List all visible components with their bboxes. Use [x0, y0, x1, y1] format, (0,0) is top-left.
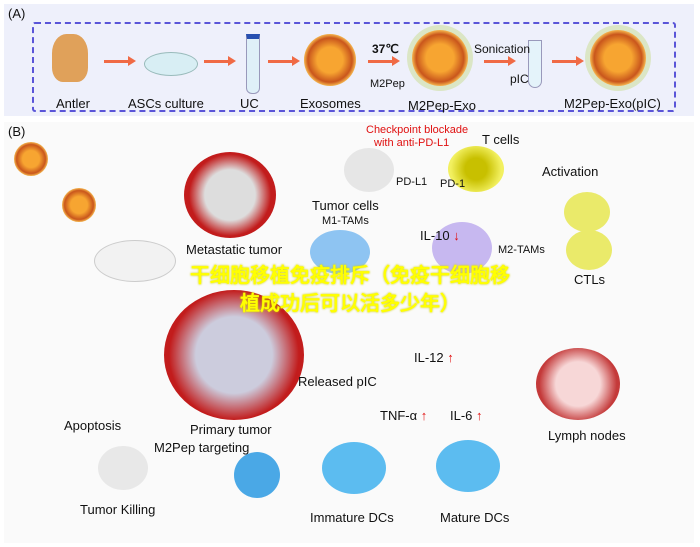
m2pep-exo-pic-icon	[590, 30, 646, 86]
m1-tam-icon	[310, 230, 370, 274]
arrow	[368, 56, 400, 66]
arrow	[268, 56, 300, 66]
temperature-label: 37℃	[372, 42, 399, 56]
step-label: UC	[240, 96, 259, 111]
m2pep-label: M2Pep	[370, 78, 405, 90]
deer-icon	[52, 34, 88, 82]
il10-label: IL-10 ↓	[420, 228, 460, 243]
mature-dc-icon	[436, 440, 500, 492]
step-label: Antler	[56, 96, 90, 111]
petri-dish-icon	[144, 52, 198, 76]
panel-b: (B) Checkpoint blockade with anti-PD-L1 …	[4, 122, 694, 543]
panel-a: (A) Antler ASCs culture UC Exosomes M2Pe…	[4, 4, 694, 116]
step-label: M2Pep-Exo	[408, 98, 476, 113]
t-cell-icon	[448, 146, 504, 192]
arrow	[104, 56, 136, 66]
step-label: M2Pep-Exo(pIC)	[564, 96, 661, 111]
mature-dcs-label: Mature DCs	[440, 510, 510, 525]
tumor-cell-icon	[344, 148, 394, 192]
arrow	[552, 56, 584, 66]
activation-label: Activation	[542, 164, 599, 179]
ctl-icon	[564, 192, 610, 232]
panel-b-label: (B)	[8, 124, 26, 139]
pic-label: pIC	[510, 72, 529, 86]
exosome-icon	[304, 34, 356, 86]
metastatic-tumor-label: Metastatic tumor	[186, 242, 283, 257]
dead-tumor-cell-icon	[98, 446, 148, 490]
primary-tumor-icon	[164, 290, 304, 420]
tnf-label: TNF-α ↑	[380, 408, 428, 423]
step-label: ASCs culture	[128, 96, 204, 111]
m2pep-exo-icon	[412, 30, 468, 86]
pd1-label: PD-1	[440, 178, 466, 190]
overlay-caption: 干细胞移植免疫排斥（免疫干细胞移植成功后可以活多少年）	[190, 265, 510, 315]
il12-label: IL-12 ↑	[414, 350, 454, 365]
panel-a-label: (A)	[8, 6, 26, 21]
checkpoint-label: Checkpoint blockade	[366, 124, 469, 136]
lymph-node-icon	[536, 348, 620, 420]
tube-icon	[246, 34, 260, 94]
step-label: Exosomes	[300, 96, 361, 111]
checkpoint-sub-label: with anti-PD-L1	[374, 137, 450, 149]
t-cells-label: T cells	[482, 132, 520, 147]
pdl1-label: PD-L1	[396, 176, 428, 188]
immature-dc-icon	[322, 442, 386, 494]
nanoparticle-icon	[14, 142, 48, 176]
apoptosis-label: Apoptosis	[64, 418, 122, 433]
lymph-nodes-label: Lymph nodes	[548, 428, 626, 443]
arrow	[484, 56, 516, 66]
panel-a-frame	[32, 22, 676, 112]
targeting-cell-icon	[234, 452, 280, 498]
ctls-label: CTLs	[574, 272, 606, 287]
eppendorf-icon	[528, 40, 542, 88]
sonication-label: Sonication	[474, 42, 531, 56]
arrow	[204, 56, 236, 66]
m2-tams-label: M2-TAMs	[498, 244, 545, 256]
nanoparticle-icon	[62, 188, 96, 222]
metastatic-tumor-icon	[184, 152, 276, 238]
immature-dcs-label: Immature DCs	[310, 510, 394, 525]
mouse-icon	[94, 240, 176, 282]
m2pep-targeting-label: M2Pep targeting	[154, 440, 250, 455]
ctl-icon	[566, 230, 612, 270]
m2-tam-icon	[432, 222, 492, 274]
m1-tams-label: M1-TAMs	[322, 215, 369, 227]
il6-label: IL-6 ↑	[450, 408, 483, 423]
tumor-killing-label: Tumor Killing	[80, 502, 156, 517]
primary-tumor-label: Primary tumor	[190, 422, 272, 437]
released-pic-label: Released pIC	[298, 374, 377, 389]
tumor-cells-label: Tumor cells	[312, 198, 379, 213]
